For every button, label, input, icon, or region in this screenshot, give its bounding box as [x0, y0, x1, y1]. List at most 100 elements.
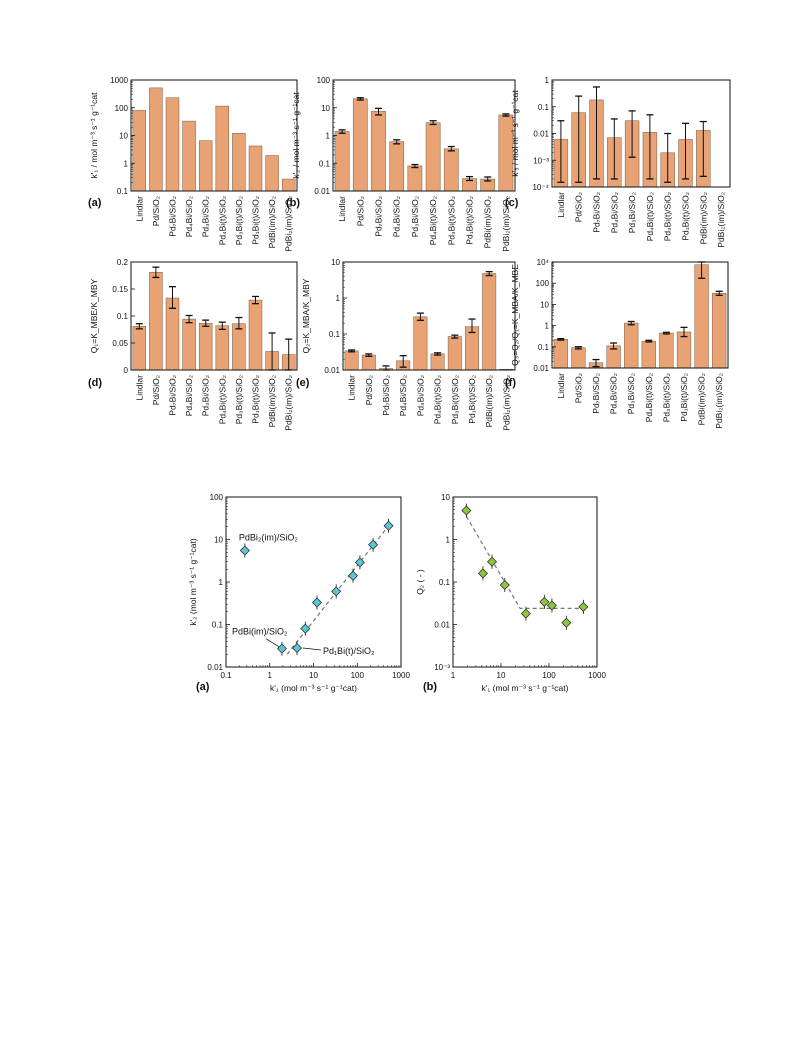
category-label: Lindlar — [347, 375, 357, 401]
point-marker — [499, 580, 510, 590]
error-bar — [252, 295, 259, 305]
category-label: Pd₃Bi(t)/SiO₂ — [446, 196, 456, 245]
bar — [232, 323, 246, 371]
error-bar — [348, 349, 356, 353]
error-bar — [485, 270, 493, 277]
error-bar — [610, 118, 618, 180]
bar-panel-3: Lindlar Pd/SiO₂ Pd₇Bi/SiO₂ Pd₄Bi/SiO₂ Pd₃Bi/… — [88, 258, 298, 431]
bar — [248, 145, 263, 192]
y-tick-label: 0.1 — [538, 343, 550, 352]
bar — [215, 105, 230, 192]
y-tick-label: 1 — [336, 294, 341, 303]
bar — [447, 336, 462, 371]
bar — [712, 293, 727, 369]
category-label: Pd₄Bi(t)/SiO₂ — [644, 373, 654, 422]
category-label: Pd₇Bi/SiO₂ — [374, 196, 384, 237]
category-label: Pd₄Bi/SiO₂ — [184, 375, 194, 416]
error-bar — [680, 326, 688, 338]
category-label: PdBi₂(im)/SiO₂ — [284, 375, 294, 431]
y-tick-label: 0.1 — [117, 312, 129, 321]
x-tick-label: 0.1 — [220, 671, 232, 680]
bar — [482, 273, 497, 371]
data-point — [383, 518, 394, 533]
error-bar — [557, 337, 565, 341]
category-label: PdBi(im)/SiO₂ — [267, 375, 277, 427]
error-bar — [484, 176, 492, 182]
category-label: Pd₁Bi(t)/SiO₂ — [679, 373, 689, 422]
error-bar — [592, 358, 600, 368]
bar — [676, 331, 692, 369]
error-bar — [399, 355, 407, 368]
bar-panel-5: Lindlar Pd/SiO₂ Pd₇Bi/SiO₂ Pd₄Bi/SiO₂ Pd₃Bi/… — [505, 258, 729, 429]
error-bar — [662, 331, 670, 335]
x-tick-label: 100 — [351, 671, 365, 680]
error-bar — [447, 145, 455, 152]
y-tick-label: 10⁻⁴ — [532, 183, 549, 192]
y-tick-label: 0.05 — [112, 339, 128, 348]
data-point — [368, 537, 379, 552]
y-tick-label: 1 — [545, 322, 550, 331]
panel-letter: (e) — [296, 377, 310, 389]
category-label: Pd₄Bi(t)/SiO₂ — [428, 196, 438, 245]
point-marker — [561, 617, 572, 628]
bar — [344, 350, 359, 371]
bar-panel-0: Lindlar Pd/SiO₂ Pd₇Bi/SiO₂ Pd₄Bi/SiO₂ Pd₃Bi/… — [88, 76, 298, 252]
data-point — [477, 566, 488, 581]
y-tick-label: 1 — [446, 536, 451, 545]
point-marker — [331, 586, 342, 597]
category-label: Pd/SiO₂ — [355, 196, 365, 226]
point-marker — [276, 643, 287, 654]
category-label: Pd₁Bi(t)/SiO₂ — [467, 375, 477, 424]
bar — [334, 131, 350, 192]
error-bar — [627, 320, 635, 326]
y-tick-label: 0.01 — [533, 364, 549, 373]
point-marker — [311, 597, 322, 608]
y-tick-label: 0.2 — [117, 258, 129, 267]
bar — [571, 347, 586, 369]
data-point — [561, 615, 572, 630]
category-label: Pd₇Bi/SiO₂ — [591, 373, 601, 414]
bar — [361, 354, 376, 371]
annotation-label: Pd₁Bi(t)/SiO₂ — [323, 646, 375, 656]
error-bar — [218, 321, 226, 331]
error-bar — [575, 95, 583, 183]
bar-panel-2: Lindlar Pd/SiO₂ Pd₇Bi/SiO₂ Pd₄Bi/SiO₂ Pd₃Bi/… — [505, 76, 731, 248]
data-point — [539, 594, 550, 609]
error-bar — [699, 120, 707, 178]
error-bar — [338, 129, 346, 134]
y-tick-label: 100 — [115, 104, 129, 113]
annotation-label: PdBi₂(im)/SiO₂ — [239, 533, 298, 543]
bar — [198, 140, 213, 192]
data-point — [354, 555, 365, 570]
category-label: Lindlar — [337, 196, 347, 222]
error-bar — [715, 290, 723, 296]
category-label: Pd/SiO₂ — [574, 192, 584, 222]
category-label: Pd₇Bi/SiO₂ — [592, 192, 602, 233]
bar — [407, 165, 423, 192]
error-bar — [557, 120, 565, 183]
bar — [413, 316, 428, 371]
bar — [165, 97, 180, 192]
y-tick-label: 10 — [214, 536, 223, 545]
category-label: PdBi(im)/SiO₂ — [698, 192, 708, 244]
y-tick-label: 100 — [210, 493, 224, 502]
data-point — [311, 595, 322, 610]
category-label: Pd₇Bi/SiO₂ — [168, 375, 178, 416]
bar — [553, 339, 568, 369]
category-label: Lindlar — [556, 373, 566, 399]
y-tick-label: 0.1 — [319, 159, 331, 168]
y-tick-label: 0.1 — [538, 103, 550, 112]
category-label: Pd/SiO₂ — [573, 373, 583, 403]
y-axis-label: k'₃ / mol m⁻³ s⁻¹ g⁻¹cat — [510, 90, 520, 177]
error-bar — [169, 286, 176, 309]
y-tick-label: 10 — [321, 104, 330, 113]
y-tick-label: 0.01 — [314, 187, 330, 196]
error-bar — [664, 132, 672, 183]
x-axis-label: k'₁ (mol m⁻³ s⁻¹ g⁻¹cat) — [270, 683, 357, 693]
data-point — [499, 577, 510, 592]
y-tick-label: 10⁴ — [537, 258, 550, 267]
category-label: Pd₃Bi/SiO₂ — [201, 375, 211, 416]
y-axis-label: k'₂ (mol m⁻³ s⁻¹ g⁻¹cat) — [188, 538, 198, 625]
category-label: Pd/SiO₂ — [151, 375, 161, 405]
